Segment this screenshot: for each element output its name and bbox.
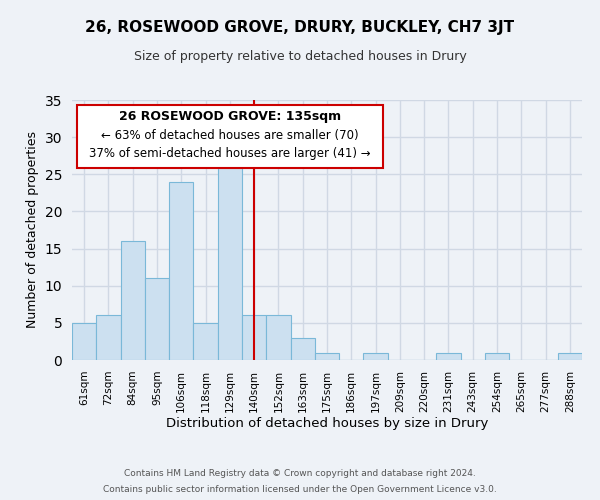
Text: ← 63% of detached houses are smaller (70): ← 63% of detached houses are smaller (70… [101, 128, 359, 141]
Bar [364, 352, 388, 360]
Y-axis label: Number of detached properties: Number of detached properties [26, 132, 39, 328]
Bar [315, 352, 339, 360]
Bar [558, 352, 582, 360]
Bar [242, 316, 266, 360]
Text: Contains HM Land Registry data © Crown copyright and database right 2024.: Contains HM Land Registry data © Crown c… [124, 468, 476, 477]
Bar [169, 182, 193, 360]
Text: Size of property relative to detached houses in Drury: Size of property relative to detached ho… [134, 50, 466, 63]
X-axis label: Distribution of detached houses by size in Drury: Distribution of detached houses by size … [166, 418, 488, 430]
Bar [96, 316, 121, 360]
Bar [193, 323, 218, 360]
Bar [72, 323, 96, 360]
Text: Contains public sector information licensed under the Open Government Licence v3: Contains public sector information licen… [103, 485, 497, 494]
Bar [485, 352, 509, 360]
Text: 26, ROSEWOOD GROVE, DRURY, BUCKLEY, CH7 3JT: 26, ROSEWOOD GROVE, DRURY, BUCKLEY, CH7 … [85, 20, 515, 35]
Bar [266, 316, 290, 360]
Bar [290, 338, 315, 360]
Bar [218, 160, 242, 360]
Text: 37% of semi-detached houses are larger (41) →: 37% of semi-detached houses are larger (… [89, 147, 371, 160]
Bar [145, 278, 169, 360]
Text: 26 ROSEWOOD GROVE: 135sqm: 26 ROSEWOOD GROVE: 135sqm [119, 110, 341, 124]
Bar [436, 352, 461, 360]
Bar [121, 241, 145, 360]
FancyBboxPatch shape [77, 105, 383, 168]
